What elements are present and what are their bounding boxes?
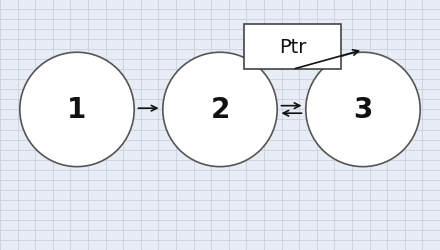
- Ellipse shape: [20, 53, 134, 167]
- FancyBboxPatch shape: [244, 25, 341, 70]
- Text: 3: 3: [353, 96, 373, 124]
- Ellipse shape: [163, 53, 277, 167]
- Text: 1: 1: [67, 96, 87, 124]
- Text: 2: 2: [210, 96, 230, 124]
- Text: Ptr: Ptr: [279, 38, 306, 57]
- Ellipse shape: [306, 53, 420, 167]
